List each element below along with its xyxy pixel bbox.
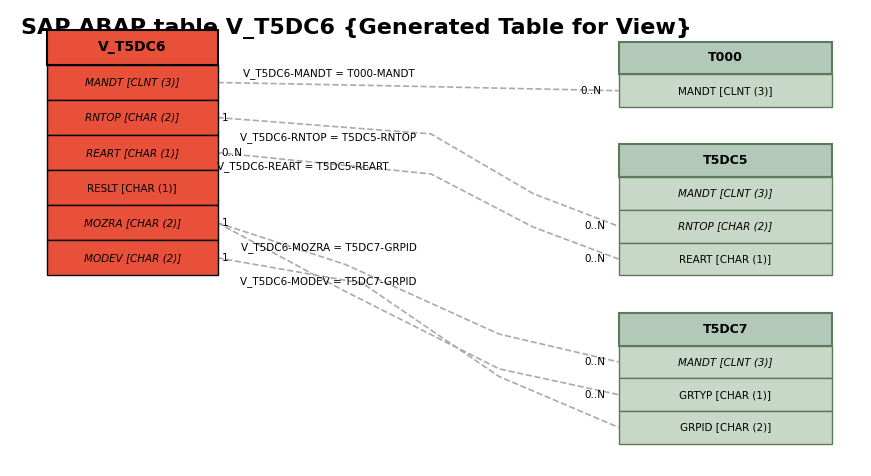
FancyBboxPatch shape — [47, 100, 218, 135]
Text: V_T5DC6-REART = T5DC5-REART: V_T5DC6-REART = T5DC5-REART — [217, 161, 388, 172]
FancyBboxPatch shape — [47, 205, 218, 240]
Text: 1: 1 — [222, 253, 228, 263]
FancyBboxPatch shape — [47, 65, 218, 100]
Text: V_T5DC6-RNTOP = T5DC5-RNTOP: V_T5DC6-RNTOP = T5DC5-RNTOP — [240, 132, 416, 143]
Text: 0..N: 0..N — [584, 390, 606, 400]
Text: RESLT [CHAR (1)]: RESLT [CHAR (1)] — [87, 183, 177, 193]
Text: RNTOP [CHAR (2)]: RNTOP [CHAR (2)] — [679, 221, 773, 231]
FancyBboxPatch shape — [618, 378, 832, 411]
Text: T000: T000 — [708, 51, 743, 64]
FancyBboxPatch shape — [618, 74, 832, 107]
Text: T5DC5: T5DC5 — [703, 154, 748, 168]
Text: MOZRA [CHAR (2)]: MOZRA [CHAR (2)] — [84, 218, 181, 228]
Text: SAP ABAP table V_T5DC6 {Generated Table for View}: SAP ABAP table V_T5DC6 {Generated Table … — [21, 18, 692, 39]
Text: GRTYP [CHAR (1)]: GRTYP [CHAR (1)] — [679, 390, 772, 400]
FancyBboxPatch shape — [618, 313, 832, 346]
Text: 1: 1 — [222, 218, 228, 228]
Text: MANDT [CLNT (3)]: MANDT [CLNT (3)] — [679, 357, 773, 367]
FancyBboxPatch shape — [618, 346, 832, 378]
FancyBboxPatch shape — [618, 145, 832, 177]
Text: V_T5DC6-MANDT = T000-MANDT: V_T5DC6-MANDT = T000-MANDT — [243, 68, 415, 79]
FancyBboxPatch shape — [47, 170, 218, 205]
FancyBboxPatch shape — [618, 210, 832, 243]
FancyBboxPatch shape — [618, 177, 832, 210]
Text: MANDT [CLNT (3)]: MANDT [CLNT (3)] — [679, 86, 773, 96]
Text: GRPID [CHAR (2)]: GRPID [CHAR (2)] — [679, 422, 771, 432]
Text: RNTOP [CHAR (2)]: RNTOP [CHAR (2)] — [85, 113, 179, 123]
Text: V_T5DC6: V_T5DC6 — [98, 40, 166, 54]
Text: 0..N: 0..N — [584, 357, 606, 367]
Text: 0..N: 0..N — [222, 148, 243, 158]
FancyBboxPatch shape — [618, 243, 832, 276]
Text: MANDT [CLNT (3)]: MANDT [CLNT (3)] — [85, 78, 179, 88]
FancyBboxPatch shape — [47, 240, 218, 276]
Text: MANDT [CLNT (3)]: MANDT [CLNT (3)] — [679, 188, 773, 198]
Text: 1: 1 — [222, 113, 228, 123]
Text: V_T5DC6-MOZRA = T5DC7-GRPID: V_T5DC6-MOZRA = T5DC7-GRPID — [240, 242, 416, 253]
Text: REART [CHAR (1)]: REART [CHAR (1)] — [85, 148, 179, 158]
Text: REART [CHAR (1)]: REART [CHAR (1)] — [679, 254, 772, 264]
FancyBboxPatch shape — [47, 135, 218, 170]
FancyBboxPatch shape — [618, 411, 832, 444]
Text: 0..N: 0..N — [584, 221, 606, 231]
Text: V_T5DC6-MODEV = T5DC7-GRPID: V_T5DC6-MODEV = T5DC7-GRPID — [240, 276, 416, 287]
FancyBboxPatch shape — [47, 30, 218, 65]
Text: 0..N: 0..N — [581, 86, 602, 96]
Text: 0..N: 0..N — [584, 254, 606, 264]
Text: T5DC7: T5DC7 — [703, 323, 748, 336]
Text: MODEV [CHAR (2)]: MODEV [CHAR (2)] — [84, 253, 181, 263]
FancyBboxPatch shape — [618, 41, 832, 74]
